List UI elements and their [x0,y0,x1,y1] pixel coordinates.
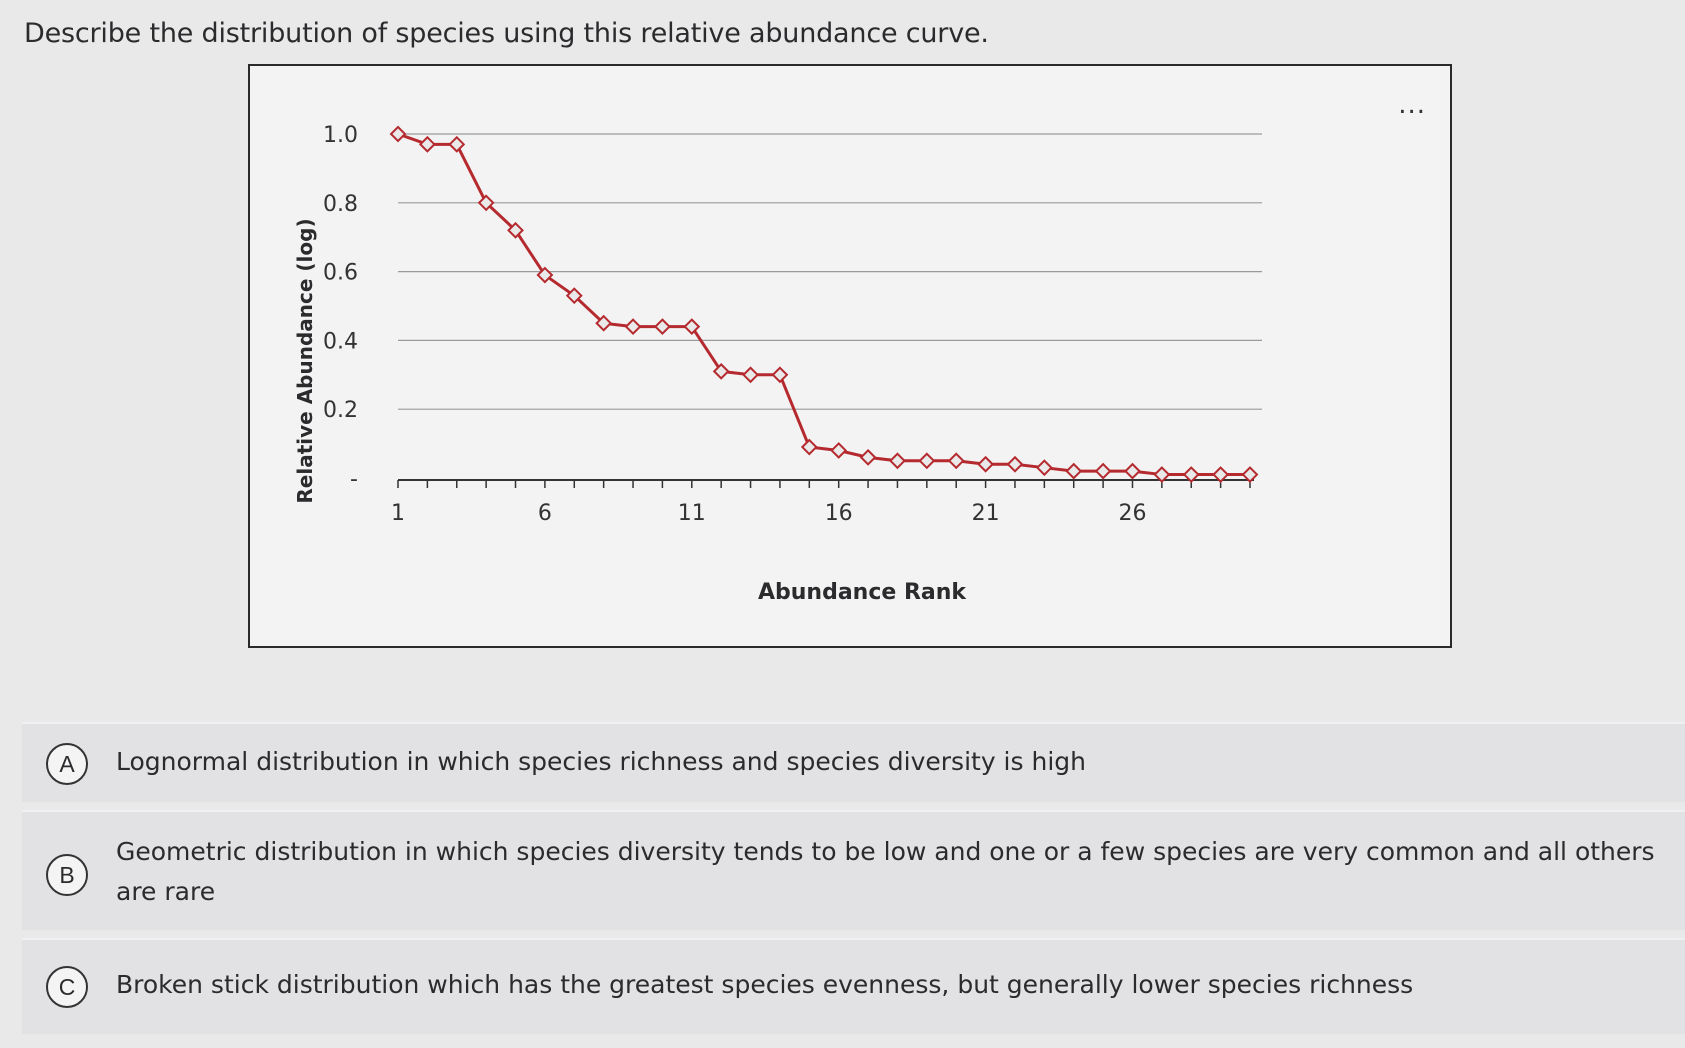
data-point [889,452,906,470]
data-point [1035,459,1053,477]
y-tick-label: - [350,467,358,492]
abundance-chart: 1.00.80.60.40.2- 1 6 11 16 21 26 Relative Abu… [293,123,1262,605]
y-tick-label: 0.2 [323,398,358,423]
chart-frame: ... 1.0 0.8 0.6 0.4 0.2- 1 6 11 16 21 26 Relative… [248,64,1452,648]
data-point [1241,466,1259,483]
data-point [1094,462,1112,480]
data-point [1212,466,1230,483]
data-point [536,266,554,284]
data-point [1124,462,1141,480]
choice-letter-b: B [46,854,88,896]
choice-text-b: Geometric distribution in which species … [116,837,1655,906]
data-point [977,455,995,473]
more-options-icon[interactable]: ... [1398,90,1426,120]
choice-letter-c: C [46,966,88,1008]
answer-choices: A Lognormal distribution in which specie… [22,722,1685,1042]
data-point [683,318,701,336]
data-point [448,135,466,153]
series-points [389,125,1259,483]
data-point [653,318,671,336]
y-tick-label: 1.0 [323,123,358,148]
x-axis [397,479,1254,488]
x-tick-label: 11 [678,501,706,526]
data-point [418,135,436,153]
x-axis-label: Abundance Rank [758,580,967,605]
data-point [1153,466,1171,483]
x-tick-label: 21 [972,501,1000,526]
question-text: Describe the distribution of species usi… [24,18,989,49]
data-point [565,287,583,305]
series-polyline [397,132,1250,477]
data-point [947,452,965,470]
data-point [1006,455,1024,473]
data-point [595,314,613,332]
y-tick-labels: 1.0 0.8 0.6 0.4 0.2 - [323,123,358,492]
data-point [507,221,524,239]
choice-letter-a: A [46,743,88,785]
choice-a[interactable]: A Lognormal distribution in which specie… [22,722,1685,802]
choice-c[interactable]: C Broken stick distribution which has th… [22,938,1685,1034]
choice-text-c: Broken stick distribution which has the … [116,970,1414,999]
x-tick-labels: 1 6 11 16 21 26 [391,501,1146,526]
x-tick-label: 16 [825,501,853,526]
x-tick-label: 1 [391,501,405,526]
y-axis-label: Relative Abundance (log) [293,218,317,503]
y-tick-label: 0.8 [323,192,358,217]
data-point [712,362,730,380]
x-tick-label: 6 [538,501,552,526]
data-point [477,194,495,212]
choice-b[interactable]: B Geometric distribution in which specie… [22,810,1685,930]
data-point [859,448,877,466]
data-point [800,438,818,456]
data-point [771,366,789,384]
series-line [397,132,1250,477]
choice-text-a: Lognormal distribution in which species … [116,747,1086,776]
data-point [389,125,407,143]
y-tick-label: 0.6 [323,261,358,286]
data-point [1182,466,1200,483]
x-tick-label: 26 [1118,501,1146,526]
data-point [624,318,642,336]
data-point [1065,462,1083,480]
grid-lines [398,133,1262,410]
data-point [742,366,759,384]
data-point [918,452,936,470]
data-point [830,442,848,459]
y-tick-label: 0.4 [323,329,358,354]
